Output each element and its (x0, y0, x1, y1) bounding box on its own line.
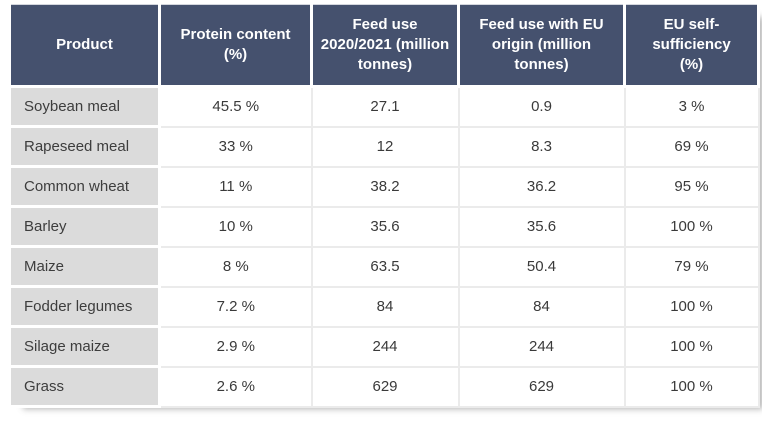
value-cell: 12 (310, 125, 460, 168)
table-row-silage-maize: Silage maize 2.9 % 244 244 100 % (8, 325, 760, 368)
value-cell: 63.5 (310, 245, 460, 288)
value-cell: 35.6 (310, 205, 460, 248)
value-cell: 38.2 (310, 165, 460, 208)
table-row-barley: Barley 10 % 35.6 35.6 100 % (8, 205, 760, 248)
product-cell: Silage maize (8, 325, 161, 368)
product-cell: Common wheat (8, 165, 161, 208)
value-cell: 36.2 (457, 165, 626, 208)
table-header: Product Protein content (%) Feed use 202… (8, 4, 760, 88)
value-cell: 100 % (623, 285, 760, 328)
table-body: Soybean meal 45.5 % 27.1 0.9 3 % Rapesee… (8, 85, 760, 408)
product-cell: Barley (8, 205, 161, 248)
value-cell: 50.4 (457, 245, 626, 288)
value-cell: 84 (310, 285, 460, 328)
value-cell: 0.9 (457, 85, 626, 128)
value-cell: 244 (457, 325, 626, 368)
column-header-protein-content: Protein content (%) (158, 4, 313, 88)
column-header-product: Product (8, 4, 161, 88)
value-cell: 35.6 (457, 205, 626, 248)
product-cell: Grass (8, 365, 161, 408)
value-cell: 10 % (158, 205, 313, 248)
value-cell: 2.9 % (158, 325, 313, 368)
column-header-eu-self-sufficiency: EU self-sufficiency (%) (623, 4, 760, 88)
column-header-feed-use: Feed use 2020/2021 (million tonnes) (310, 4, 460, 88)
product-cell: Fodder legumes (8, 285, 161, 328)
value-cell: 100 % (623, 325, 760, 368)
column-header-feed-use-eu-origin: Feed use with EU origin (million tonnes) (457, 4, 626, 88)
product-cell: Soybean meal (8, 85, 161, 128)
value-cell: 629 (457, 365, 626, 408)
value-cell: 2.6 % (158, 365, 313, 408)
table-row-maize: Maize 8 % 63.5 50.4 79 % (8, 245, 760, 288)
value-cell: 629 (310, 365, 460, 408)
feed-use-table: Product Protein content (%) Feed use 202… (8, 4, 760, 408)
product-cell: Rapeseed meal (8, 125, 161, 168)
value-cell: 27.1 (310, 85, 460, 128)
value-cell: 3 % (623, 85, 760, 128)
value-cell: 69 % (623, 125, 760, 168)
value-cell: 84 (457, 285, 626, 328)
value-cell: 79 % (623, 245, 760, 288)
value-cell: 244 (310, 325, 460, 368)
value-cell: 33 % (158, 125, 313, 168)
table-row-soybean-meal: Soybean meal 45.5 % 27.1 0.9 3 % (8, 85, 760, 128)
value-cell: 95 % (623, 165, 760, 208)
value-cell: 100 % (623, 365, 760, 408)
table-row-grass: Grass 2.6 % 629 629 100 % (8, 365, 760, 408)
value-cell: 8 % (158, 245, 313, 288)
value-cell: 11 % (158, 165, 313, 208)
table-row-common-wheat: Common wheat 11 % 38.2 36.2 95 % (8, 165, 760, 208)
header-row: Product Protein content (%) Feed use 202… (8, 4, 760, 88)
value-cell: 7.2 % (158, 285, 313, 328)
table-row-rapeseed-meal: Rapeseed meal 33 % 12 8.3 69 % (8, 125, 760, 168)
value-cell: 100 % (623, 205, 760, 248)
table-row-fodder-legumes: Fodder legumes 7.2 % 84 84 100 % (8, 285, 760, 328)
value-cell: 45.5 % (158, 85, 313, 128)
product-cell: Maize (8, 245, 161, 288)
value-cell: 8.3 (457, 125, 626, 168)
